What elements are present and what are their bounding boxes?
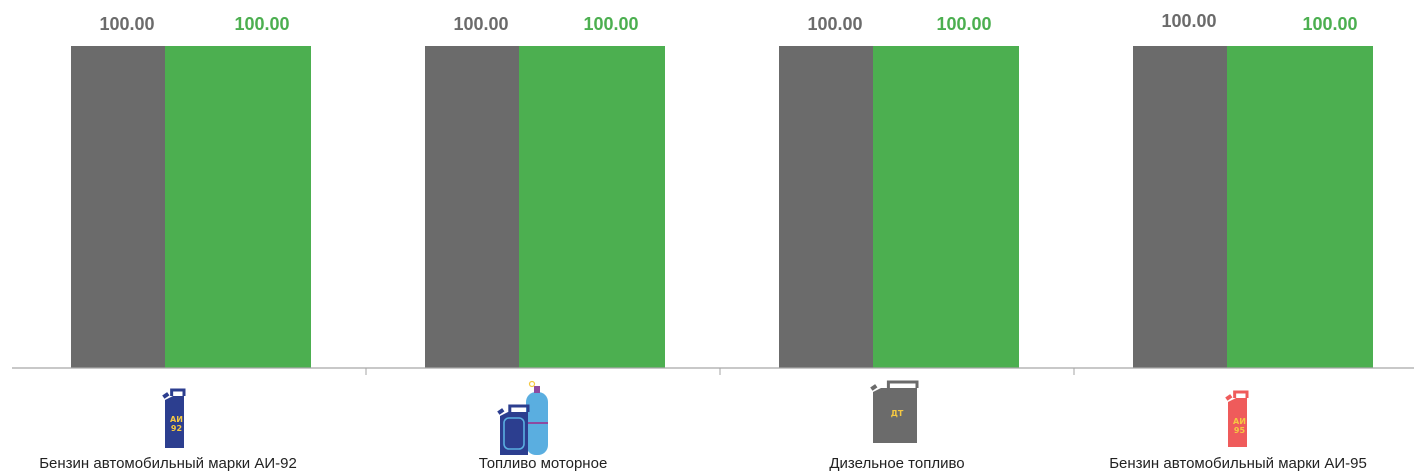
category-labels: Бензин автомобильный марки АИ-92 Топливо … bbox=[39, 455, 1367, 472]
bars-layer bbox=[71, 46, 1373, 368]
bar-series1-cat2 bbox=[425, 46, 519, 368]
icon-text: 95 bbox=[1234, 426, 1246, 435]
value-label-series1-cat1: 100.00 bbox=[99, 14, 154, 34]
bar-series1-cat3 bbox=[779, 46, 873, 368]
value-label-series2-cat3: 100.00 bbox=[936, 14, 991, 34]
icon-text: АИ bbox=[170, 415, 183, 424]
value-labels-layer: 100.00 100.00 100.00 100.00 100.00 100.00 100.… bbox=[99, 11, 1357, 34]
diesel-canister-icon: ДТ bbox=[870, 380, 919, 443]
icon-text: АИ bbox=[1233, 417, 1246, 426]
value-label-series1-cat4: 100.00 bbox=[1161, 11, 1216, 31]
bar-series2-cat1 bbox=[165, 46, 311, 368]
value-label-series1-cat2: 100.00 bbox=[453, 14, 508, 34]
value-label-series2-cat4: 100.00 bbox=[1302, 14, 1357, 34]
icon-text: 92 bbox=[171, 424, 182, 433]
x-axis-ticks bbox=[365, 368, 1075, 375]
bar-series2-cat4 bbox=[1227, 46, 1373, 368]
value-label-series1-cat3: 100.00 bbox=[807, 14, 862, 34]
bar-series2-cat3 bbox=[873, 46, 1019, 368]
value-label-series2-cat1: 100.00 bbox=[234, 14, 289, 34]
icon-text: ДТ bbox=[891, 409, 904, 418]
category-label-3: Дизельное топливо bbox=[829, 455, 964, 472]
value-label-series2-cat2: 100.00 bbox=[583, 14, 638, 34]
category-label-4: Бензин автомобильный марки АИ-95 bbox=[1109, 455, 1367, 472]
bar-series2-cat2 bbox=[519, 46, 665, 368]
category-label-1: Бензин автомобильный марки АИ-92 bbox=[39, 455, 297, 472]
bar-series1-cat1 bbox=[71, 46, 165, 368]
category-label-2: Топливо моторное bbox=[479, 455, 608, 472]
gas-cylinder-canister-icon bbox=[497, 380, 548, 455]
bar-series1-cat4 bbox=[1133, 46, 1227, 368]
